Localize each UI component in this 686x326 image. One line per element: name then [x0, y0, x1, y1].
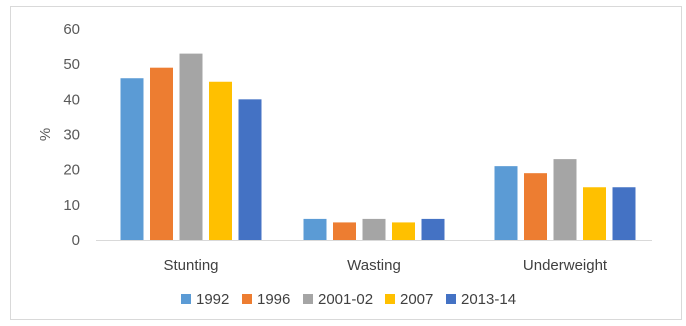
category-labels: Stunting Wasting Underweight: [163, 257, 607, 274]
bar-wasting-2001-02: [362, 218, 386, 240]
legend-label-1992: 1992: [196, 291, 229, 308]
legend-label-2007: 2007: [400, 291, 433, 308]
y-tick-label-6: 60: [63, 21, 80, 38]
bar-underweight-1992: [494, 166, 518, 240]
y-axis-title: %: [37, 128, 54, 141]
bar-wasting-2013-14: [421, 218, 445, 240]
y-tick-label-1: 10: [63, 197, 80, 214]
bar-wasting-2007: [392, 222, 415, 240]
bar-wasting-1996: [333, 222, 356, 240]
bars-group: [120, 53, 636, 240]
legend-swatch-2001-02: [303, 294, 313, 304]
bar-stunting-2001-02: [179, 53, 203, 240]
bar-underweight-1996: [524, 173, 547, 240]
legend-swatch-1992: [181, 294, 191, 304]
y-axis-ticks: 0 10 20 30 40 50 60: [63, 21, 80, 249]
y-tick-label-5: 50: [63, 56, 80, 73]
legend-swatch-2007: [385, 294, 395, 304]
bar-stunting-2013-14: [238, 99, 262, 240]
x-category-label-1: Wasting: [347, 257, 401, 274]
bar-stunting-1996: [150, 67, 173, 240]
legend-label-2001-02: 2001-02: [318, 291, 373, 308]
y-tick-label-3: 30: [63, 127, 80, 144]
x-category-label-0: Stunting: [163, 257, 218, 274]
y-tick-label-0: 0: [72, 232, 80, 249]
legend-label-2013-14: 2013-14: [461, 291, 516, 308]
x-category-label-2: Underweight: [523, 257, 608, 274]
legend-label-1996: 1996: [257, 291, 290, 308]
y-tick-label-4: 40: [63, 91, 80, 108]
legend-swatch-2013-14: [446, 294, 456, 304]
bar-stunting-1992: [120, 78, 144, 240]
legend-swatch-1996: [242, 294, 252, 304]
legend: 1992 1996 2001-02 2007 2013-14: [181, 291, 516, 308]
bar-underweight-2007: [583, 187, 606, 240]
bar-stunting-2007: [209, 81, 232, 240]
bar-underweight-2001-02: [553, 159, 577, 240]
y-tick-label-2: 20: [63, 162, 80, 179]
bar-wasting-1992: [303, 218, 327, 240]
bar-underweight-2013-14: [612, 187, 636, 240]
